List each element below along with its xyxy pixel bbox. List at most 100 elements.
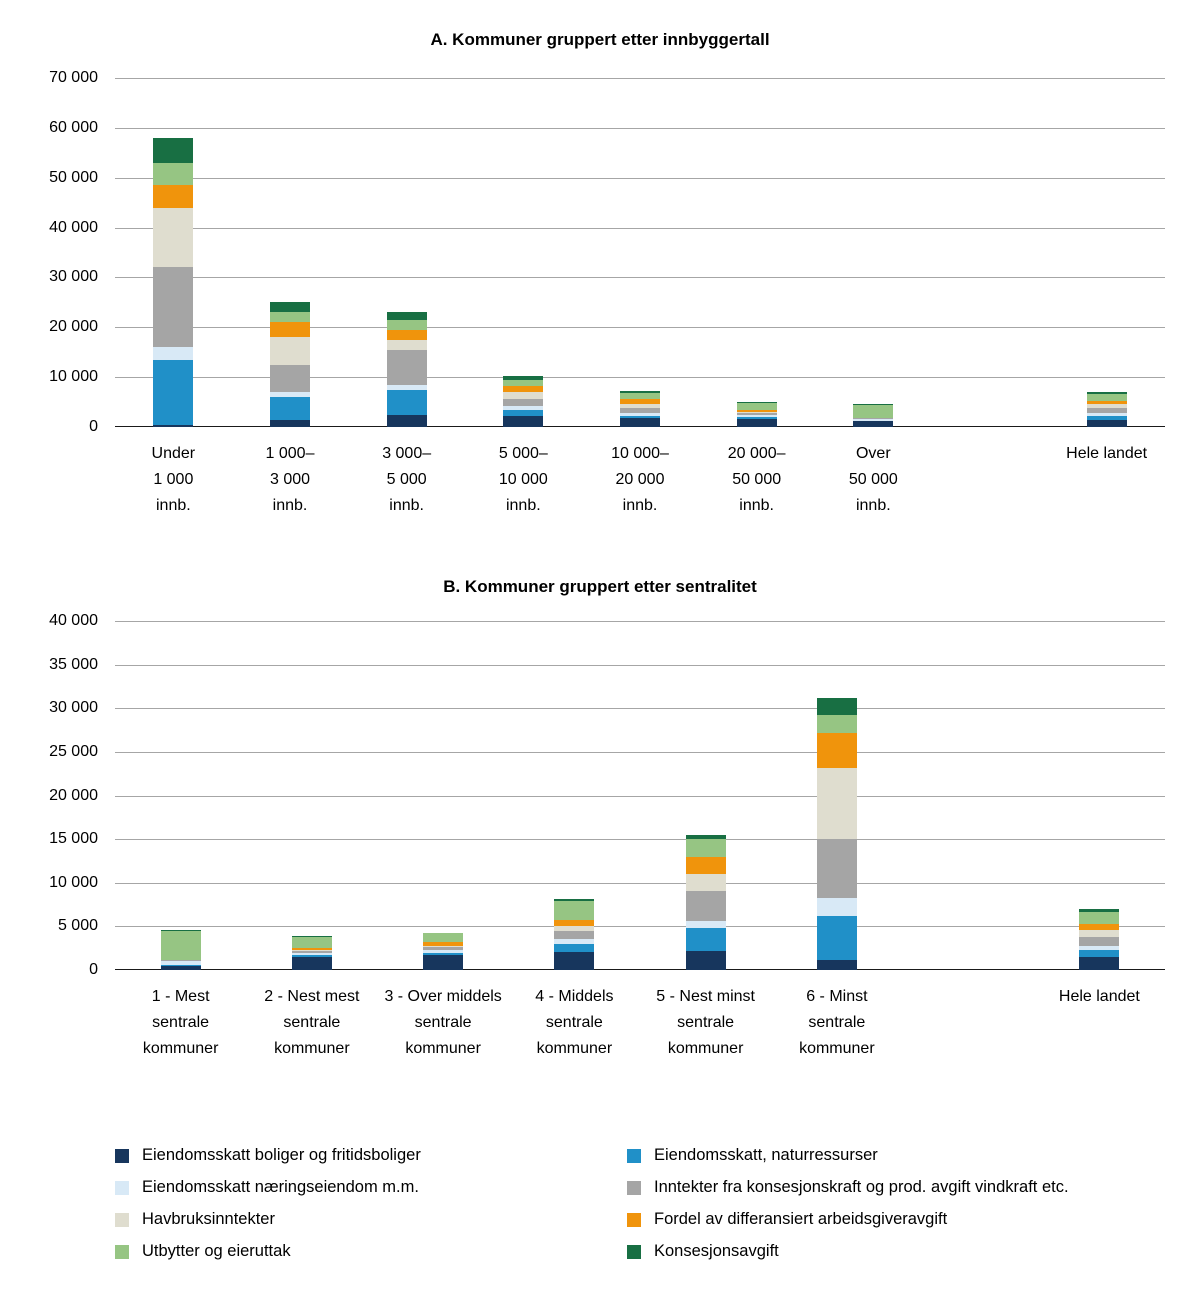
bar-segment (423, 932, 464, 934)
legend-item: Konsesjonsavgift (627, 1242, 1175, 1261)
bar-segment (270, 322, 310, 338)
bar-segment (153, 207, 194, 268)
x-category-label: 5 000– 10 000 innb. (498, 445, 548, 514)
bar-segment (736, 410, 777, 412)
bar-segment (620, 404, 660, 409)
bar-segment (423, 945, 464, 948)
bar-segment (554, 926, 595, 931)
x-category-label: 1 - Mest sentrale kommuner (142, 988, 219, 1057)
bar-segment (270, 302, 310, 313)
bar-segment (270, 364, 310, 393)
bar-segment (153, 424, 194, 427)
bar-segment (1086, 415, 1127, 420)
bar-segment (685, 921, 726, 929)
bar-segment (1079, 912, 1120, 924)
bar-segment (160, 959, 201, 961)
legend-label: Utbytter og eieruttak (142, 1242, 291, 1260)
gridline (115, 751, 1165, 753)
y-tick-label: 10 000 (49, 368, 98, 386)
bar-segment (291, 956, 332, 970)
legend-item: Havbruksinntekter (115, 1210, 627, 1229)
legend-swatch (627, 1212, 641, 1227)
bar-segment (270, 397, 310, 420)
stacked-bar (386, 312, 427, 427)
x-category-label: Over 50 000 innb. (848, 445, 898, 514)
legend-swatch (115, 1244, 129, 1259)
stacked-bar (554, 898, 595, 970)
bar-segment (270, 392, 310, 398)
bar-segment (291, 936, 332, 937)
bar-segment (554, 938, 595, 944)
bar-segment (736, 417, 777, 419)
bar-segment (386, 319, 427, 330)
bar-segment (386, 312, 427, 320)
y-tick-label: 50 000 (49, 168, 98, 186)
gridline (115, 177, 1165, 179)
bar-segment (554, 901, 595, 921)
x-category-label: 10 000– 20 000 innb. (611, 445, 669, 514)
bar-segment (620, 412, 660, 416)
chart-b-x-axis-labels: 1 - Mest sentrale kommuner 2 - Nest mest sen… (115, 984, 1165, 1069)
stacked-bar (1086, 392, 1127, 427)
y-tick-label: 0 (89, 961, 98, 978)
legend-label: Fordel av differansiert arbeidsgiveravgi… (654, 1210, 948, 1228)
stacked-bar (816, 697, 857, 970)
x-category-label: Hele landet (1058, 988, 1140, 1005)
bar-segment (503, 398, 544, 407)
bar-segment (291, 936, 332, 949)
stacked-bar (270, 302, 310, 427)
bar-segment (160, 964, 201, 966)
bar-segment (291, 952, 332, 956)
bar-segment (620, 393, 660, 400)
bar-segment (853, 421, 894, 427)
bar-segment (1086, 392, 1127, 395)
bar-segment (423, 952, 464, 956)
chart-b-plot-area: 0 5 000 10 000 15 000 20 000 25 000 30 000 35 0… (49, 613, 1165, 978)
bar-segment (386, 349, 427, 385)
y-tick-label: 30 000 (49, 268, 98, 286)
bar-segment (503, 375, 544, 380)
y-tick-label: 0 (89, 418, 98, 435)
bar-segment (1086, 394, 1127, 401)
bar-segment (153, 267, 194, 348)
bar-segment (160, 929, 201, 931)
gridline (115, 78, 1165, 79)
bar-segment (291, 950, 332, 953)
y-tick-label: 40 000 (49, 612, 98, 629)
stacked-bar (736, 402, 777, 427)
chart-a-x-axis-labels: Under 1 000 innb. 1 000– 3 000 innb. 3 000– 5 0… (115, 441, 1165, 526)
bar-segment (1086, 404, 1127, 409)
gridline (115, 127, 1165, 129)
legend-item: Fordel av differansiert arbeidsgiveravgi… (627, 1210, 1175, 1229)
gridline (115, 377, 1165, 379)
stacked-bar (423, 932, 464, 970)
x-category-label: 20 000– 50 000 innb. (727, 445, 786, 514)
bar-segment (160, 961, 201, 965)
gridline (115, 227, 1165, 229)
x-category-label: 2 - Nest mest sentrale kommuner (264, 988, 360, 1057)
bar-segment (736, 415, 777, 418)
gridline (115, 327, 1165, 329)
legend-item: Inntekter fra konsesjonskraft og prod. a… (627, 1178, 1175, 1197)
legend-swatch (115, 1212, 129, 1227)
bar-segment (736, 402, 777, 404)
stacked-bar (503, 375, 544, 427)
bar-segment (554, 930, 595, 939)
y-tick-label: 20 000 (49, 786, 98, 804)
bar-segment (620, 418, 660, 427)
gridline (115, 708, 1165, 710)
chart-a-title: A. Kommuner gruppert etter innbyggertall (430, 30, 770, 49)
chart-a-plot-area: 0 10 000 20 000 30 000 40 000 50 000 60 000 70 … (49, 70, 1165, 435)
bar-segment (736, 413, 777, 416)
legend-swatch (115, 1180, 129, 1195)
legend-item: Eiendomsskatt, naturressurser (627, 1146, 1175, 1165)
bar-segment (423, 949, 464, 953)
y-tick-label: 35 000 (49, 655, 98, 673)
y-tick-label: 25 000 (49, 742, 98, 760)
bar-segment (620, 408, 660, 413)
y-tick-label: 15 000 (49, 830, 98, 848)
legend-label: Eiendomsskatt, naturressurser (654, 1146, 878, 1164)
bar-segment (1086, 408, 1127, 414)
bar-segment (816, 732, 857, 768)
